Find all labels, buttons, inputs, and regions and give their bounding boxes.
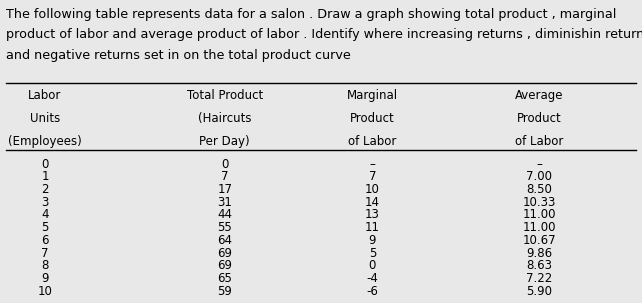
- Text: 7.00: 7.00: [526, 170, 552, 183]
- Text: 69: 69: [217, 247, 232, 260]
- Text: –: –: [536, 158, 542, 171]
- Text: Product: Product: [517, 112, 562, 125]
- Text: Labor: Labor: [28, 89, 62, 102]
- Text: product of labor and average product of labor . Identify where increasing return: product of labor and average product of …: [6, 28, 642, 41]
- Text: Units: Units: [30, 112, 60, 125]
- Text: 9: 9: [41, 272, 49, 285]
- Text: 11: 11: [365, 221, 380, 234]
- Text: Average: Average: [515, 89, 564, 102]
- Text: 9.86: 9.86: [526, 247, 552, 260]
- Text: 8.63: 8.63: [526, 259, 552, 272]
- Text: (Employees): (Employees): [8, 135, 82, 148]
- Text: 7: 7: [221, 170, 229, 183]
- Text: 0: 0: [41, 158, 49, 171]
- Text: and negative returns set in on the total product curve: and negative returns set in on the total…: [6, 49, 351, 62]
- Text: 7.22: 7.22: [526, 272, 552, 285]
- Text: 17: 17: [217, 183, 232, 196]
- Text: 0: 0: [369, 259, 376, 272]
- Text: Marginal: Marginal: [347, 89, 398, 102]
- Text: 10: 10: [37, 285, 53, 298]
- Text: 11.00: 11.00: [523, 221, 556, 234]
- Text: Product: Product: [350, 112, 395, 125]
- Text: 6: 6: [41, 234, 49, 247]
- Text: 8.50: 8.50: [526, 183, 552, 196]
- Text: 2: 2: [41, 183, 49, 196]
- Text: 7: 7: [369, 170, 376, 183]
- Text: 10.67: 10.67: [523, 234, 556, 247]
- Text: Total Product: Total Product: [187, 89, 263, 102]
- Text: of Labor: of Labor: [515, 135, 564, 148]
- Text: 9: 9: [369, 234, 376, 247]
- Text: -6: -6: [367, 285, 378, 298]
- Text: 31: 31: [217, 196, 232, 209]
- Text: 5: 5: [41, 221, 49, 234]
- Text: 65: 65: [217, 272, 232, 285]
- Text: 10: 10: [365, 183, 380, 196]
- Text: 0: 0: [221, 158, 229, 171]
- Text: -4: -4: [367, 272, 378, 285]
- Text: The following table represents data for a salon . Draw a graph showing total pro: The following table represents data for …: [6, 8, 617, 21]
- Text: 1: 1: [41, 170, 49, 183]
- Text: 11.00: 11.00: [523, 208, 556, 221]
- Text: 5: 5: [369, 247, 376, 260]
- Text: 64: 64: [217, 234, 232, 247]
- Text: 3: 3: [41, 196, 49, 209]
- Text: 5.90: 5.90: [526, 285, 552, 298]
- Text: 13: 13: [365, 208, 380, 221]
- Text: (Haircuts: (Haircuts: [198, 112, 252, 125]
- Text: 7: 7: [41, 247, 49, 260]
- Text: 14: 14: [365, 196, 380, 209]
- Text: 10.33: 10.33: [523, 196, 556, 209]
- Text: 4: 4: [41, 208, 49, 221]
- Text: 55: 55: [218, 221, 232, 234]
- Text: 44: 44: [217, 208, 232, 221]
- Text: –: –: [369, 158, 376, 171]
- Text: 59: 59: [217, 285, 232, 298]
- Text: 69: 69: [217, 259, 232, 272]
- Text: of Labor: of Labor: [348, 135, 397, 148]
- Text: 8: 8: [41, 259, 49, 272]
- Text: Per Day): Per Day): [200, 135, 250, 148]
